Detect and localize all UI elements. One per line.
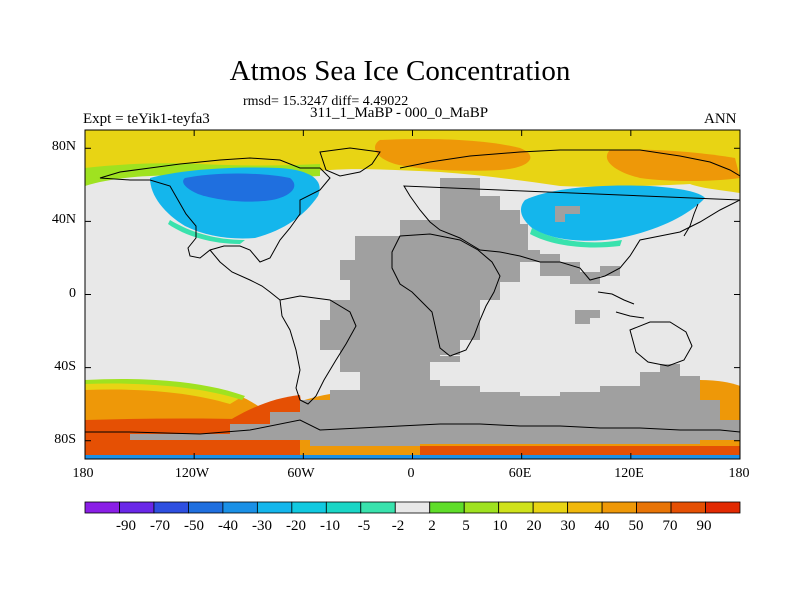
colorbar-swatch xyxy=(394,501,431,514)
colorbar-swatch xyxy=(119,501,155,514)
coastline-australia xyxy=(629,321,693,367)
coastlines xyxy=(85,147,740,435)
colorbar-label: -40 xyxy=(218,518,238,534)
coastline-antarctica xyxy=(85,419,740,435)
y-tick-label: 40S xyxy=(54,359,76,374)
colorbar xyxy=(84,501,741,514)
north-atlantic-ice-loss-region xyxy=(520,185,705,241)
southern-ocean-yellow-edge xyxy=(85,382,240,404)
y-tick-label: 40N xyxy=(51,212,76,227)
colorbar-label: -70 xyxy=(150,518,170,534)
colorbar-swatch xyxy=(636,501,672,514)
x-tick-label: 120E xyxy=(614,466,644,481)
coastline-eurasia xyxy=(399,149,740,281)
y-tick-label: 80N xyxy=(51,139,76,154)
land-north-grey-patch xyxy=(555,206,580,222)
x-tick-label: 60W xyxy=(287,466,315,481)
colorbar-swatch xyxy=(429,501,465,514)
colorbar-label: -5 xyxy=(357,518,371,534)
colorbar-label: 10 xyxy=(492,518,508,534)
north-pacific-ice-loss-core xyxy=(183,173,295,202)
colorbar-label: 70 xyxy=(662,518,678,534)
arctic-orange-patch-2 xyxy=(606,149,740,181)
x-tick-label: 120W xyxy=(174,466,210,481)
coastline-central-america xyxy=(209,249,281,301)
colorbar-swatch xyxy=(532,501,569,514)
colorbar-swatch xyxy=(256,501,293,514)
colorbar-label: -10 xyxy=(320,518,340,534)
north-atlantic-ice-loss-edge xyxy=(530,228,622,248)
colorbar-label: -50 xyxy=(184,518,204,534)
y-tick-label: 80S xyxy=(54,432,76,447)
season-label: ANN xyxy=(704,111,737,127)
colorbar-label: -90 xyxy=(116,518,136,534)
arctic-orange-patch xyxy=(375,138,531,171)
land-africa xyxy=(380,178,540,355)
colorbar-swatch xyxy=(291,501,327,514)
axis-ticks xyxy=(84,130,741,459)
colorbar-swatch xyxy=(601,501,637,514)
colorbar-swatch xyxy=(84,501,120,514)
north-pacific-ice-loss-edge xyxy=(168,220,245,244)
colorbar-label: 40 xyxy=(594,518,610,534)
colorbar-swatch xyxy=(325,501,362,514)
coastline-north-america xyxy=(99,157,331,263)
colorbar-label: 50 xyxy=(628,518,644,534)
colorbar-swatch xyxy=(463,501,500,514)
chart-title: Atmos Sea Ice Concentration xyxy=(229,55,571,87)
colorbar-swatch xyxy=(360,501,396,514)
experiment-label: Expt = teYik1-teyfa3 xyxy=(83,111,210,127)
colorbar-label: 90 xyxy=(696,518,712,534)
land-antarctica xyxy=(130,364,740,446)
x-tick-label: 180 xyxy=(72,466,94,481)
colorbar-swatch xyxy=(498,501,534,514)
x-tick-label: 60E xyxy=(508,466,532,481)
colorbar-swatch xyxy=(222,501,258,514)
x-tick-label: 0 xyxy=(407,466,415,481)
colorbar-swatch xyxy=(705,501,741,514)
colorbar-label: 30 xyxy=(560,518,576,534)
colorbar-swatch xyxy=(567,501,603,514)
coastline-japan xyxy=(683,203,699,237)
rmsd-diff-label: rmsd= 15.3247 diff= 4.49022 xyxy=(243,94,409,109)
y-tick-label: 0 xyxy=(69,286,76,301)
colorbar-label: -2 xyxy=(391,518,405,534)
colorbar-label: 20 xyxy=(526,518,542,534)
coastline-africa xyxy=(391,233,501,357)
southern-ocean-green-edge xyxy=(85,378,245,400)
coastline-indonesia xyxy=(597,291,645,319)
colorbar-swatch xyxy=(188,501,224,514)
period-label: 311_1_MaBP - 000_0_MaBP xyxy=(310,105,489,121)
colorbar-label: 2 xyxy=(428,518,436,534)
x-tick-label: 180 xyxy=(728,466,750,481)
colorbar-label: -20 xyxy=(286,518,306,534)
land-indonesia-patch xyxy=(575,310,600,324)
colorbar-label: -30 xyxy=(252,518,272,534)
colorbar-swatch xyxy=(153,501,189,514)
coastline-greenland xyxy=(319,147,381,177)
land-south-america xyxy=(320,236,460,392)
colorbar-swatch xyxy=(670,501,706,514)
colorbar-label: 5 xyxy=(462,518,470,534)
coastline-south-america xyxy=(279,295,357,405)
